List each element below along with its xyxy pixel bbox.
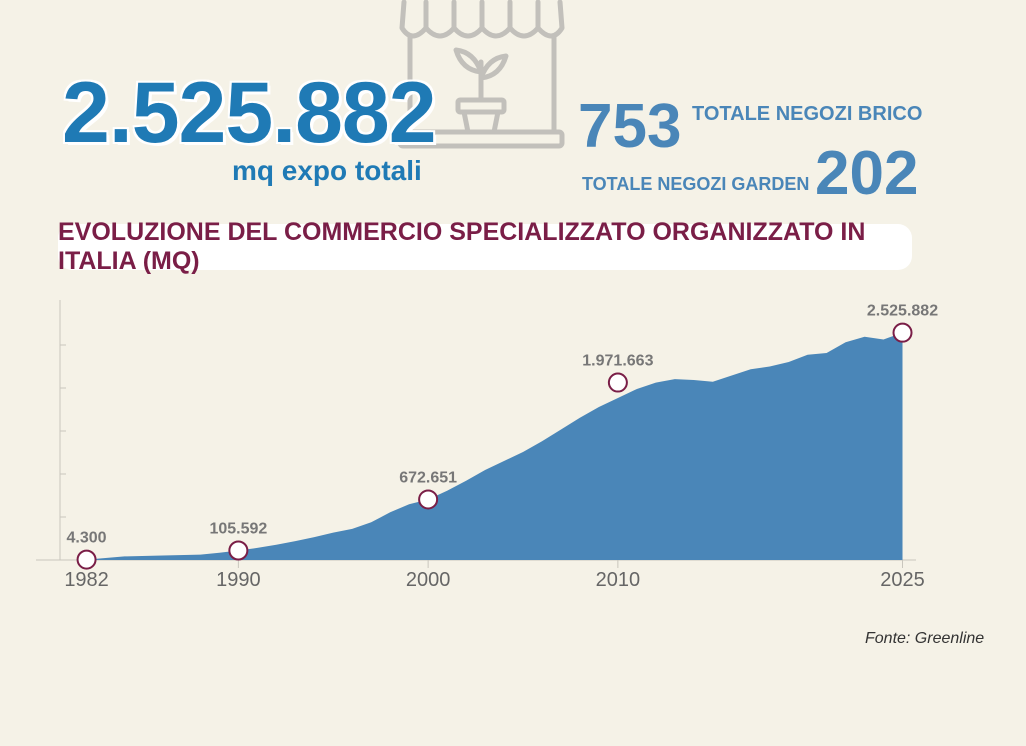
x-tick-label: 2010 bbox=[596, 569, 641, 591]
source-note: Fonte: Greenline bbox=[865, 630, 985, 647]
chart-title-banner: EVOLUZIONE DEL COMMERCIO SPECIALIZZATO O… bbox=[58, 218, 912, 275]
highlight-point bbox=[228, 540, 249, 561]
brico-store-count: 753 bbox=[578, 92, 682, 161]
highlight-point bbox=[418, 489, 439, 510]
highlight-point bbox=[892, 322, 913, 343]
data-label: 2.525.882 bbox=[867, 303, 938, 320]
highlight-markers: 4.300 105.592 672.651 1.971.663 2.525.882 bbox=[67, 303, 938, 570]
garden-store-count: 202 bbox=[815, 139, 919, 208]
data-label: 672.651 bbox=[399, 469, 457, 486]
data-label: 4.300 bbox=[67, 530, 107, 547]
data-label: 105.592 bbox=[209, 520, 267, 537]
highlight-point bbox=[607, 372, 628, 393]
shop-awning-icon bbox=[397, 0, 565, 149]
x-tick-label: 1982 bbox=[64, 569, 109, 591]
brico-store-label: TOTALE NEGOZI BRICO bbox=[692, 103, 923, 125]
x-tick-label: 1990 bbox=[216, 569, 261, 591]
area-series bbox=[86, 332, 903, 560]
data-label: 1.971.663 bbox=[582, 353, 653, 370]
x-axis-ticks: 1982 1990 2000 2010 2025 bbox=[64, 560, 925, 591]
highlight-point bbox=[76, 549, 97, 570]
x-tick-label: 2025 bbox=[880, 569, 925, 591]
chart-title: EVOLUZIONE DEL COMMERCIO SPECIALIZZATO O… bbox=[58, 218, 866, 275]
total-area-value: 2.525.882 bbox=[62, 65, 437, 161]
area-chart: 1982 1990 2000 2010 2025 4.300 105.592 672.651… bbox=[36, 300, 938, 591]
total-area-label: mq expo totali bbox=[232, 155, 422, 186]
x-tick-label: 2000 bbox=[406, 569, 451, 591]
garden-store-label: TOTALE NEGOZI GARDEN bbox=[582, 174, 810, 194]
